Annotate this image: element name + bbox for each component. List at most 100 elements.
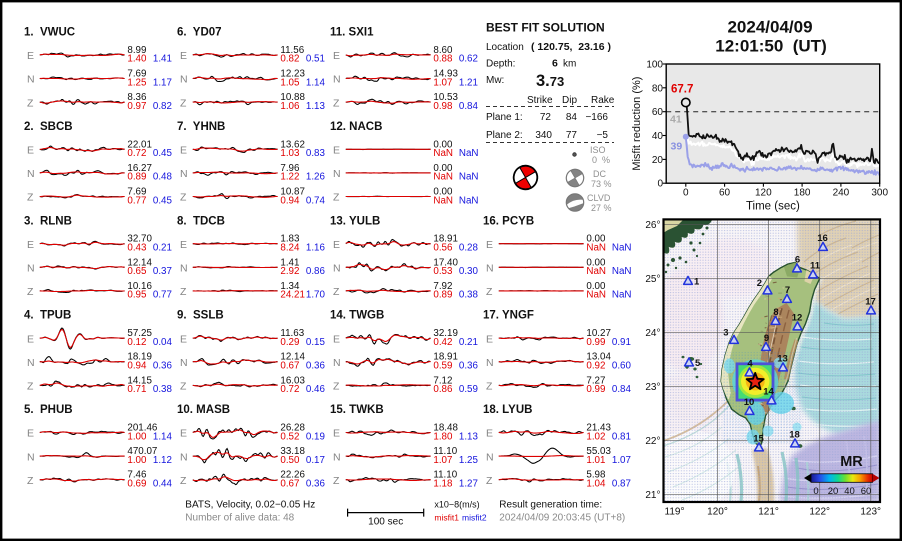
svg-text:0.21: 0.21 — [153, 243, 172, 254]
svg-text:NaN: NaN — [433, 148, 453, 159]
svg-text:1.01: 1.01 — [586, 455, 605, 466]
svg-text:E: E — [180, 145, 187, 157]
svg-text:0.52: 0.52 — [280, 431, 299, 442]
svg-text:Z: Z — [180, 475, 187, 487]
svg-text:22.01: 22.01 — [127, 139, 152, 150]
svg-text:10. MASB: 10. MASB — [177, 404, 230, 416]
svg-text:Z: Z — [333, 381, 340, 393]
svg-text:0.36: 0.36 — [459, 361, 479, 372]
svg-text:1.70: 1.70 — [306, 290, 326, 301]
svg-text:0.37: 0.37 — [153, 266, 172, 277]
svg-text:10: 10 — [744, 397, 755, 408]
svg-text:N: N — [27, 74, 35, 86]
svg-text:77: 77 — [566, 130, 578, 141]
svg-text:1.27: 1.27 — [459, 479, 478, 490]
svg-text:16.03: 16.03 — [280, 375, 305, 386]
svg-text:1.04: 1.04 — [586, 479, 606, 490]
svg-text:1.25: 1.25 — [127, 77, 147, 88]
svg-text:0.62: 0.62 — [459, 54, 478, 65]
svg-text:1.40: 1.40 — [127, 54, 147, 65]
svg-text:0.59: 0.59 — [433, 361, 452, 372]
svg-text:0.56: 0.56 — [433, 243, 453, 254]
svg-text:1.18: 1.18 — [433, 479, 453, 490]
svg-text:13.04: 13.04 — [586, 352, 611, 363]
svg-text:0.84: 0.84 — [459, 101, 479, 112]
svg-text:17.40: 17.40 — [433, 257, 458, 268]
svg-text:12. NACB: 12. NACB — [330, 121, 382, 133]
svg-text:E: E — [27, 428, 34, 440]
svg-text:0.99: 0.99 — [586, 337, 605, 348]
svg-text:18.91: 18.91 — [433, 234, 458, 245]
svg-text:N: N — [333, 168, 341, 180]
svg-text:10.53: 10.53 — [433, 92, 458, 103]
svg-text:11.63: 11.63 — [280, 328, 304, 339]
svg-text:6. YD07: 6. YD07 — [177, 27, 222, 39]
svg-text:11.10: 11.10 — [433, 446, 457, 457]
svg-text:−5: −5 — [597, 130, 609, 141]
svg-text:0.77: 0.77 — [127, 195, 146, 206]
svg-text:0.86: 0.86 — [306, 266, 326, 277]
svg-text:0.45: 0.45 — [153, 148, 173, 159]
svg-text:0.29: 0.29 — [280, 337, 299, 348]
svg-text:60: 60 — [652, 107, 664, 118]
svg-text:240: 240 — [833, 188, 850, 199]
svg-text:73 %: 73 % — [591, 179, 612, 189]
svg-text:Z: Z — [180, 97, 187, 109]
svg-text:E: E — [180, 333, 187, 345]
svg-text:NaN: NaN — [433, 195, 453, 206]
svg-text:7.46: 7.46 — [127, 470, 147, 481]
svg-text:Plane 2:: Plane 2: — [486, 130, 523, 141]
svg-text:0: 0 — [813, 486, 818, 497]
svg-text:1.13: 1.13 — [459, 431, 479, 442]
svg-text:7.96: 7.96 — [280, 163, 300, 174]
svg-text:N: N — [180, 357, 188, 369]
svg-text:5. PHUB: 5. PHUB — [24, 404, 73, 416]
svg-text:0.43: 0.43 — [127, 243, 147, 254]
svg-text:0.36: 0.36 — [306, 479, 326, 490]
svg-text:18. LYUB: 18. LYUB — [483, 404, 532, 416]
svg-text:0.83: 0.83 — [306, 148, 326, 159]
svg-text:15: 15 — [753, 434, 764, 445]
svg-text:0.98: 0.98 — [433, 101, 453, 112]
svg-text:8.36: 8.36 — [127, 92, 147, 103]
svg-text:1.06: 1.06 — [280, 101, 300, 112]
svg-text:41: 41 — [670, 114, 682, 126]
svg-text:0.65: 0.65 — [127, 266, 147, 277]
svg-text:11.56: 11.56 — [280, 45, 304, 56]
svg-text:Z: Z — [486, 381, 493, 393]
svg-text:1.80: 1.80 — [433, 431, 453, 442]
svg-text:14: 14 — [763, 387, 774, 398]
svg-text:55.03: 55.03 — [586, 446, 611, 457]
svg-text:Z: Z — [180, 286, 187, 298]
svg-text:0.00: 0.00 — [433, 139, 453, 150]
svg-text:NaN: NaN — [612, 266, 632, 277]
svg-text:0.71: 0.71 — [127, 384, 146, 395]
svg-text:0.50: 0.50 — [280, 455, 300, 466]
svg-text:Z: Z — [333, 97, 340, 109]
svg-text:26°: 26° — [645, 220, 660, 231]
svg-text:E: E — [180, 50, 187, 62]
svg-text:N: N — [180, 263, 188, 275]
svg-text:0.67: 0.67 — [280, 361, 299, 372]
svg-text:0.92: 0.92 — [586, 361, 605, 372]
svg-text:3.73: 3.73 — [536, 72, 564, 90]
svg-text:33.18: 33.18 — [280, 446, 305, 457]
svg-text:Z: Z — [27, 381, 34, 393]
svg-text:NaN: NaN — [586, 290, 606, 301]
svg-text:1.22: 1.22 — [280, 172, 299, 183]
svg-text:0.94: 0.94 — [127, 361, 147, 372]
svg-text:E: E — [27, 145, 34, 157]
svg-text:Dip: Dip — [562, 95, 577, 106]
svg-text:80: 80 — [652, 83, 664, 94]
svg-text:16: 16 — [817, 233, 828, 244]
svg-text:24°: 24° — [645, 328, 660, 339]
svg-text:4: 4 — [747, 359, 753, 370]
svg-text:8.60: 8.60 — [433, 45, 453, 56]
svg-text:NaN: NaN — [459, 195, 479, 206]
svg-text:1: 1 — [694, 277, 700, 288]
svg-text:Z: Z — [27, 192, 34, 204]
svg-text:NaN: NaN — [459, 148, 479, 159]
svg-text:E: E — [333, 333, 340, 345]
svg-text:N: N — [180, 451, 188, 463]
svg-text:0.21: 0.21 — [459, 337, 478, 348]
